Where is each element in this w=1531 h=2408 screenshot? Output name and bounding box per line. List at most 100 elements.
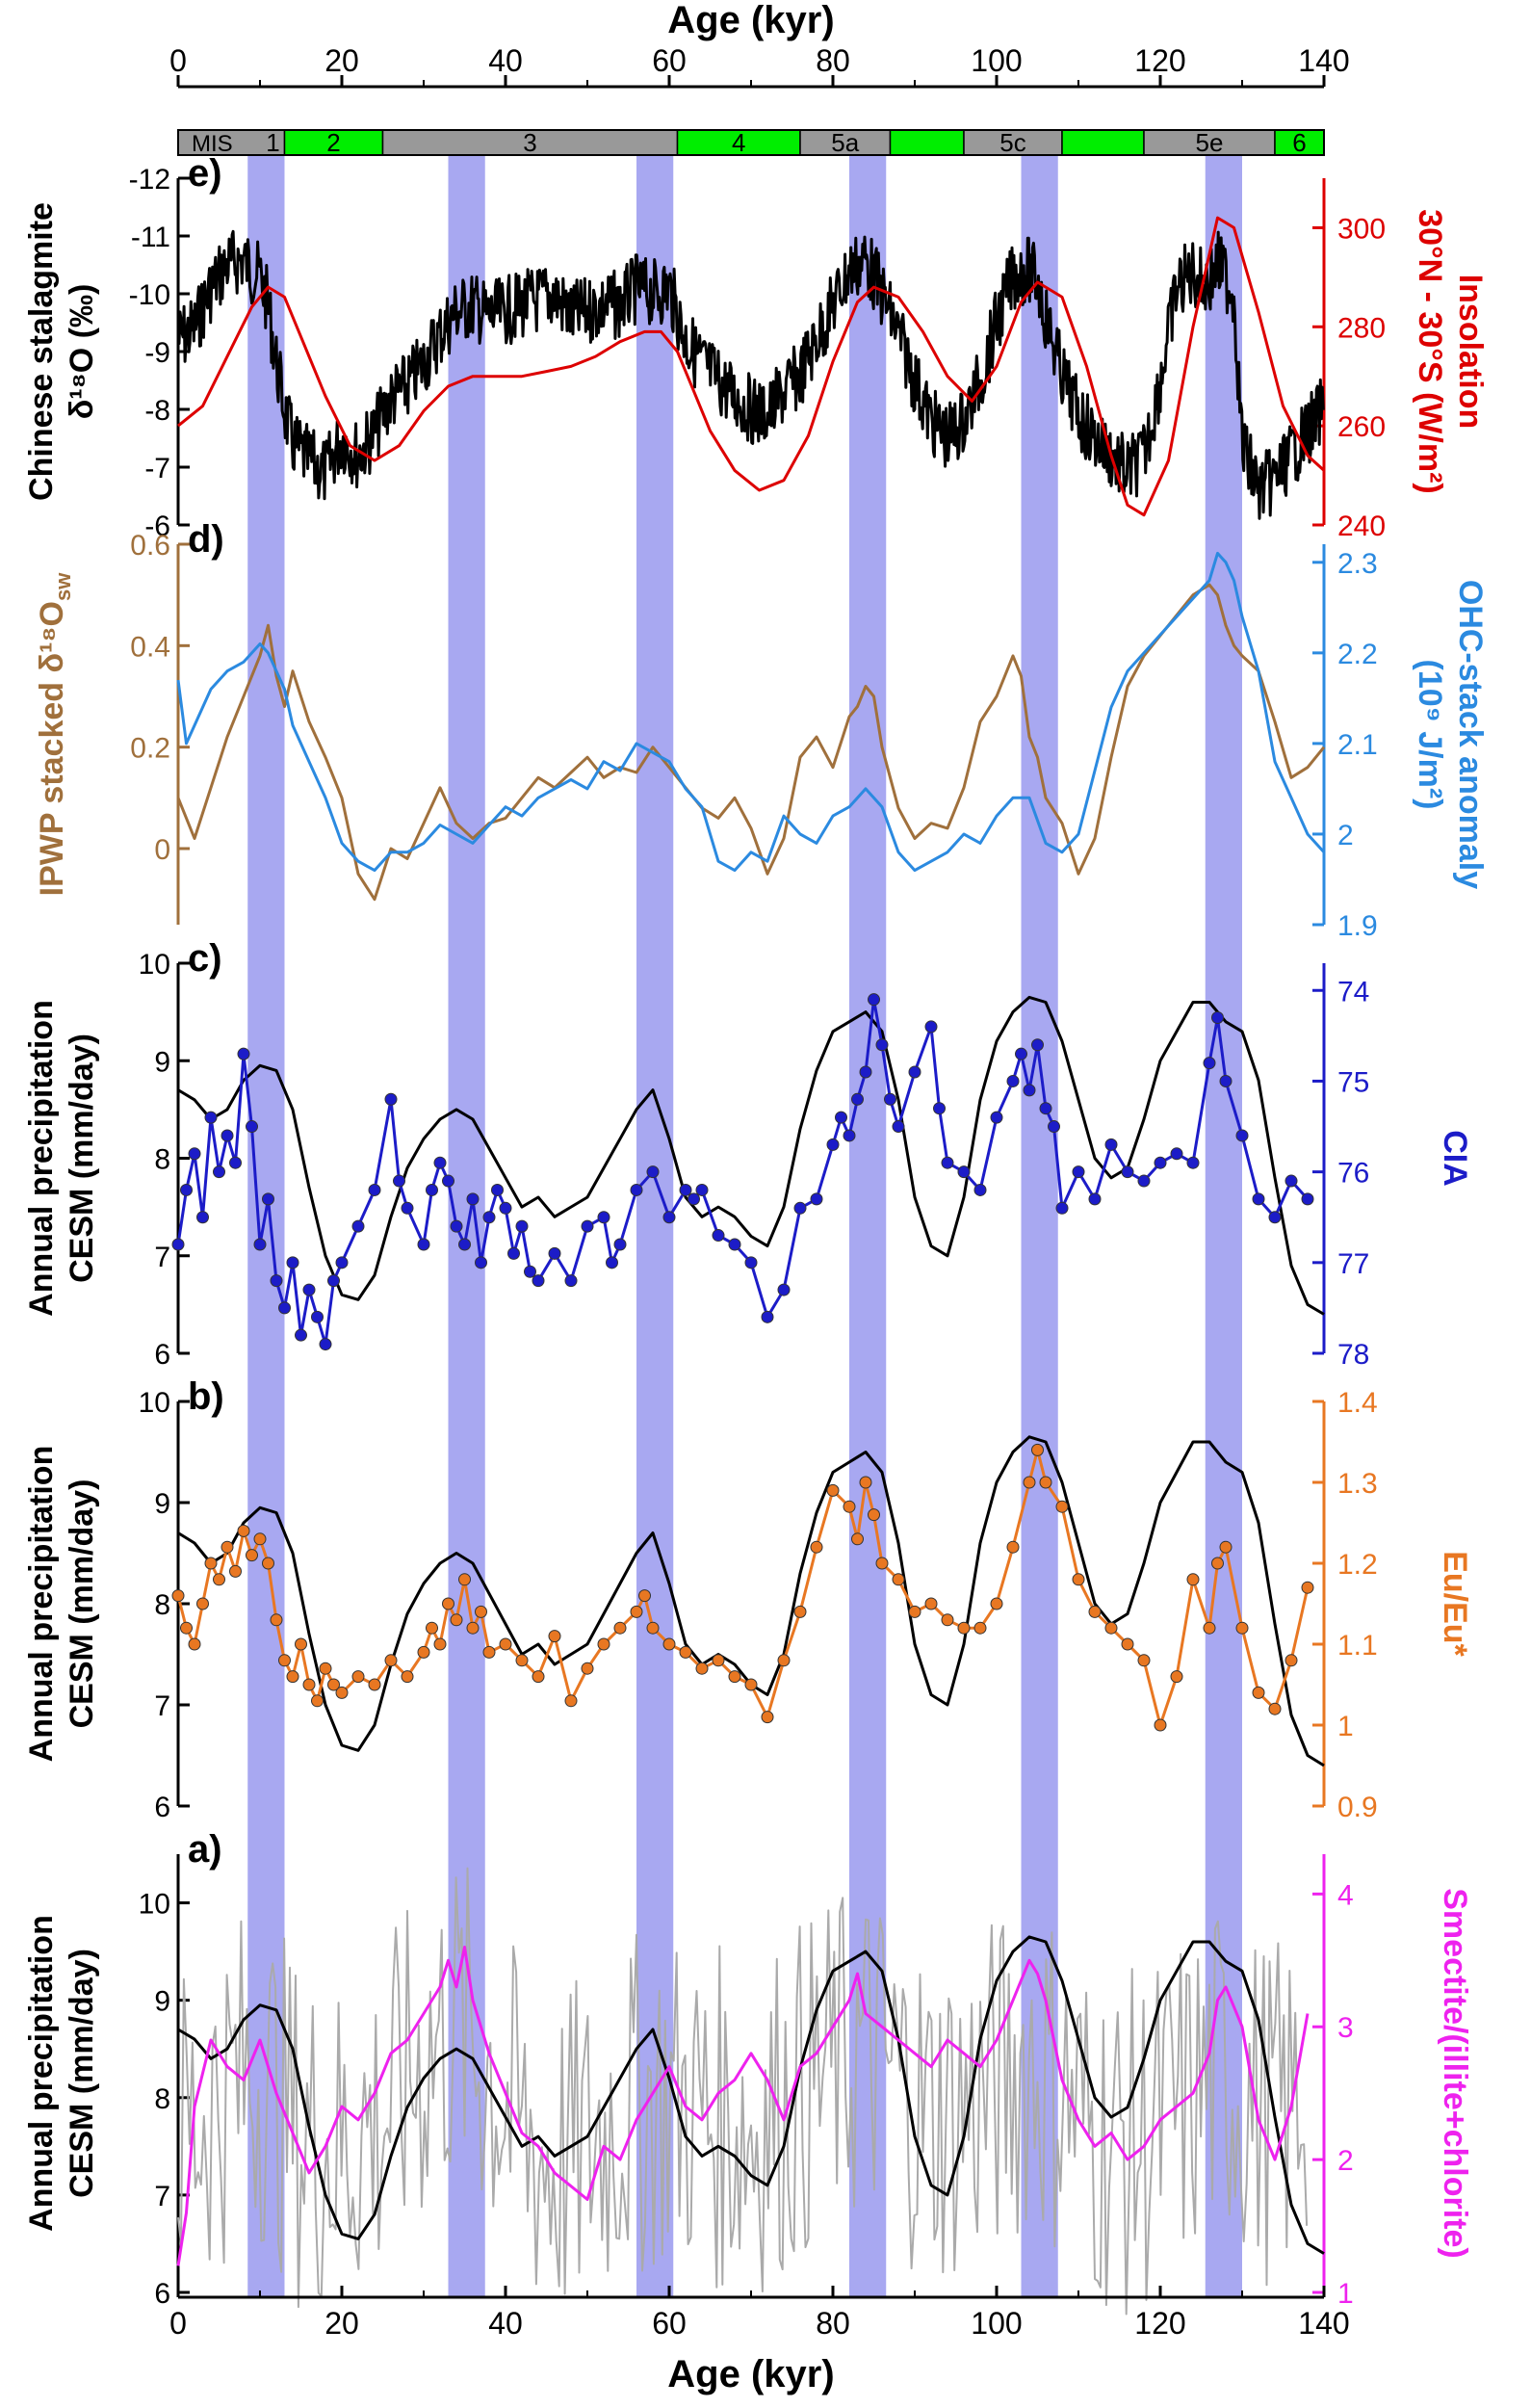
panel-b-series-2-point	[581, 1662, 594, 1675]
panel-c-series-2-point	[171, 1238, 185, 1251]
panel-b-series-2-point	[204, 1557, 218, 1570]
panel-b-series-2-point	[1006, 1540, 1020, 1554]
panel-c-series-2-point	[1023, 1084, 1036, 1097]
mis-stage-label-6: 6	[1292, 128, 1306, 157]
panel-c-series-2-point	[826, 1138, 840, 1151]
bottom-axis-title: Age (kyr)	[667, 2353, 834, 2395]
panel-b-series-2-point	[761, 1711, 774, 1724]
panel-e-right-tick-label: 300	[1337, 213, 1386, 245]
panel-c-left-tick-label: 10	[139, 949, 170, 981]
panel-a-left-tick-label: 10	[139, 1889, 170, 1921]
panel-c-series-2-point	[892, 1120, 905, 1134]
panel-b-series-2-point	[270, 1613, 283, 1627]
panel-b-series-2-point	[728, 1670, 741, 1684]
panel-c-series-2-point	[810, 1192, 823, 1206]
panel-b-series-2-point	[1211, 1557, 1224, 1570]
panel-d-right-tick-label: 1.9	[1337, 910, 1378, 942]
panel-b-series-2-point	[875, 1557, 889, 1570]
panel-b-right-tick-label: 1.1	[1337, 1630, 1378, 1662]
panel-c-series-2-point	[1039, 1102, 1052, 1115]
panel-b-series-2-point	[548, 1630, 561, 1643]
panel-b-series-2-point	[957, 1621, 971, 1635]
panel-b-series-2-point	[1072, 1573, 1085, 1586]
panel-b-series-2-point	[319, 1662, 332, 1675]
panel-d-right-tick-label: 2	[1337, 820, 1354, 851]
panel-b-series-2-point	[475, 1605, 487, 1618]
panel-b-series-1-line	[177, 1435, 1325, 1767]
panel-c-series-2-point	[246, 1120, 258, 1134]
panel-c-series-2-point	[180, 1183, 193, 1196]
panel-c-series-2-point	[442, 1174, 454, 1188]
top-tick-label-20: 20	[324, 43, 359, 78]
panel-c-right-tick-label: 77	[1337, 1248, 1369, 1280]
panel-c-series-2-point	[204, 1111, 218, 1124]
panel-c-series-2-point	[695, 1183, 709, 1196]
panel-e-left-tick-label: -11	[131, 222, 170, 253]
panel-a-right-tick-label: 1	[1337, 2278, 1354, 2310]
panel-c-series-2-point	[1015, 1047, 1027, 1060]
panel-c-series-2-point	[433, 1156, 447, 1169]
panel-b-series-2-point	[302, 1678, 316, 1691]
panel-c-series-2-point	[1048, 1120, 1060, 1134]
panel-c-series-2-point	[384, 1092, 398, 1106]
highlight-band-4	[849, 152, 887, 2297]
panel-c-series-2-point	[1203, 1057, 1216, 1070]
panel-e-left-title: Chinese stalagmite δ¹⁸O (‰)	[23, 202, 100, 501]
panel-b-series-2-point	[1055, 1500, 1069, 1513]
panel-e-label: e)	[188, 152, 222, 195]
panel-b-series-2-point	[171, 1589, 185, 1603]
panel-b-series-2-point	[417, 1645, 430, 1659]
panel-c-series-2-point	[875, 1038, 889, 1052]
panel-b-series-2-point	[892, 1573, 905, 1586]
panel-b-series-2-point	[466, 1621, 480, 1635]
panel-b-series-2-point	[679, 1645, 692, 1659]
panel-c-series-2-point	[613, 1238, 627, 1251]
panel-c-series-2-point	[646, 1165, 660, 1179]
panel-b-series-2-point	[712, 1654, 725, 1667]
panel-b-series-2-point	[213, 1573, 225, 1586]
panel-b-series-2-point	[1104, 1621, 1118, 1635]
panel-c-series-2-point	[908, 1065, 921, 1079]
panel-c-series-2-point	[311, 1310, 324, 1323]
panel-d-series-2-line	[176, 551, 1326, 873]
panel-c-series-2-point	[515, 1219, 529, 1233]
bottom-age-axis: 0 20 40 60 80 100 120 140 Age (kyr)	[169, 2286, 1350, 2395]
panel-b-series-2-point	[810, 1540, 823, 1554]
panel-b-right-tick-label: 1.2	[1337, 1549, 1378, 1581]
panel-c-series-2-point	[859, 1065, 872, 1079]
mis-stage-bar: 1 2 3 4 5a 5c 5e 6 MIS	[177, 128, 1325, 157]
panel-c-series-2-point	[351, 1219, 365, 1233]
top-tick-label-120: 120	[1134, 43, 1185, 78]
panel-c-series-2-point	[1219, 1074, 1233, 1087]
panel-e-left-tick-label: -9	[144, 337, 170, 369]
panel-a-right-tick-label: 4	[1337, 1879, 1354, 1911]
panel-b-series-2-point	[426, 1621, 438, 1635]
top-tick-label-80: 80	[816, 43, 850, 78]
mis-stage-gap5	[889, 129, 965, 156]
mis-stage-label-4: 4	[732, 128, 745, 157]
panel-b-series-2-point	[662, 1637, 676, 1651]
panel-b-series-2-point	[295, 1637, 307, 1651]
panel-b-series-2-point	[793, 1605, 807, 1618]
panel-b-series-2-point	[1154, 1718, 1167, 1732]
panel-b-series-2-point	[532, 1670, 545, 1684]
bottom-tick-label-140: 140	[1298, 2306, 1349, 2341]
panel-d-left-tick-label: 0	[154, 834, 170, 866]
panel-c-series-2-point	[417, 1238, 430, 1251]
panel-c-series-2-point	[221, 1129, 234, 1142]
panel-d-label: d)	[188, 518, 224, 561]
panel-b-series-2-point	[859, 1476, 872, 1489]
panel-b-series-2-point	[1235, 1621, 1249, 1635]
panel-c-series-2-point	[327, 1274, 340, 1288]
panel-c-series-2-point	[253, 1238, 267, 1251]
panel-c-series-2-point	[1186, 1156, 1200, 1169]
panel-b-series-2-point	[1039, 1476, 1052, 1489]
panel-c-series-2-point	[278, 1301, 291, 1315]
panel-b-left-title: Annual precipitation CESM (mm/day)	[23, 1446, 100, 1763]
panel-e-right-tick-label: 240	[1337, 510, 1386, 542]
panel-b-left-tick-label: 8	[154, 1589, 170, 1621]
panel-a-right-tick-label: 2	[1337, 2145, 1354, 2177]
panel-b-series-2-point	[458, 1573, 471, 1586]
highlight-band-6	[1205, 152, 1242, 2297]
